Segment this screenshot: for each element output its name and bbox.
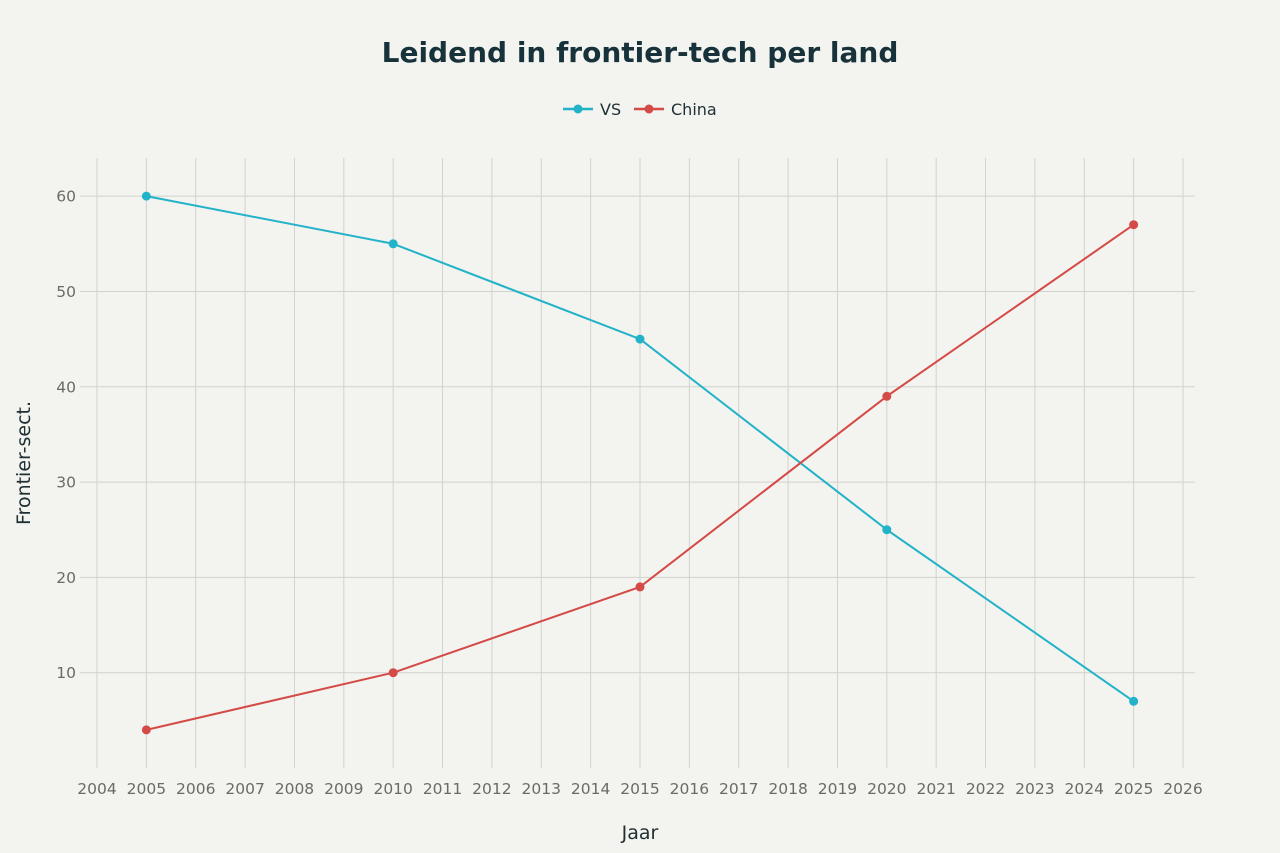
x-tick-label: 2013 xyxy=(522,780,561,798)
data-point-china-2010[interactable] xyxy=(388,668,398,678)
data-point-vs-2010[interactable] xyxy=(388,239,398,249)
x-tick-label: 2020 xyxy=(867,780,906,798)
y-tick-label: 10 xyxy=(56,664,76,682)
x-tick-label: 2014 xyxy=(571,780,610,798)
data-point-vs-2005[interactable] xyxy=(141,191,151,201)
x-tick-label: 2010 xyxy=(373,780,412,798)
x-tick-label: 2007 xyxy=(225,780,264,798)
y-tick-label: 60 xyxy=(56,188,76,206)
x-tick-label: 2004 xyxy=(77,780,116,798)
x-tick-label: 2012 xyxy=(472,780,511,798)
y-tick-label: 30 xyxy=(56,474,76,492)
legend: VS China xyxy=(563,100,717,119)
data-point-china-2005[interactable] xyxy=(141,725,151,735)
legend-vs-marker xyxy=(573,104,583,114)
y-tick-label: 50 xyxy=(56,283,76,301)
gridlines xyxy=(80,158,1195,768)
y-tick-label: 20 xyxy=(56,569,76,587)
x-tick-label: 2015 xyxy=(620,780,659,798)
x-tick-label: 2019 xyxy=(818,780,857,798)
x-tick-label: 2006 xyxy=(176,780,215,798)
data-point-vs-2020[interactable] xyxy=(882,525,892,535)
data-point-china-2015[interactable] xyxy=(635,582,645,592)
chart-title: Leidend in frontier-tech per land xyxy=(382,36,899,69)
x-tick-label: 2024 xyxy=(1065,780,1104,798)
x-tick-label: 2011 xyxy=(423,780,462,798)
x-tick-label: 2016 xyxy=(670,780,709,798)
legend-item-china[interactable]: China xyxy=(634,100,717,119)
x-tick-label: 2026 xyxy=(1163,780,1202,798)
x-axis-ticks: 2004 2005 2006 2007 2008 2009 2010 2011 2012 2013… xyxy=(77,780,1202,798)
legend-vs-label: VS xyxy=(600,100,621,119)
x-tick-label: 2021 xyxy=(916,780,955,798)
data-point-china-2025[interactable] xyxy=(1129,220,1139,230)
x-tick-label: 2023 xyxy=(1015,780,1054,798)
x-tick-label: 2025 xyxy=(1114,780,1153,798)
x-tick-label: 2009 xyxy=(324,780,363,798)
x-tick-label: 2008 xyxy=(275,780,314,798)
y-axis-ticks: 10 20 30 40 50 60 xyxy=(56,188,76,683)
series-points xyxy=(141,191,1139,735)
x-tick-label: 2017 xyxy=(719,780,758,798)
x-tick-label: 2022 xyxy=(966,780,1005,798)
data-point-china-2020[interactable] xyxy=(882,391,892,401)
x-axis-label: Jaar xyxy=(621,822,659,844)
legend-china-label: China xyxy=(671,100,717,119)
y-tick-label: 40 xyxy=(56,378,76,396)
legend-item-vs[interactable]: VS xyxy=(563,100,621,119)
data-point-vs-2015[interactable] xyxy=(635,334,645,344)
x-tick-label: 2005 xyxy=(127,780,166,798)
legend-china-marker xyxy=(644,104,654,114)
x-tick-label: 2018 xyxy=(768,780,807,798)
data-point-vs-2025[interactable] xyxy=(1129,696,1139,706)
y-axis-label: Frontier-sect. xyxy=(13,401,35,525)
